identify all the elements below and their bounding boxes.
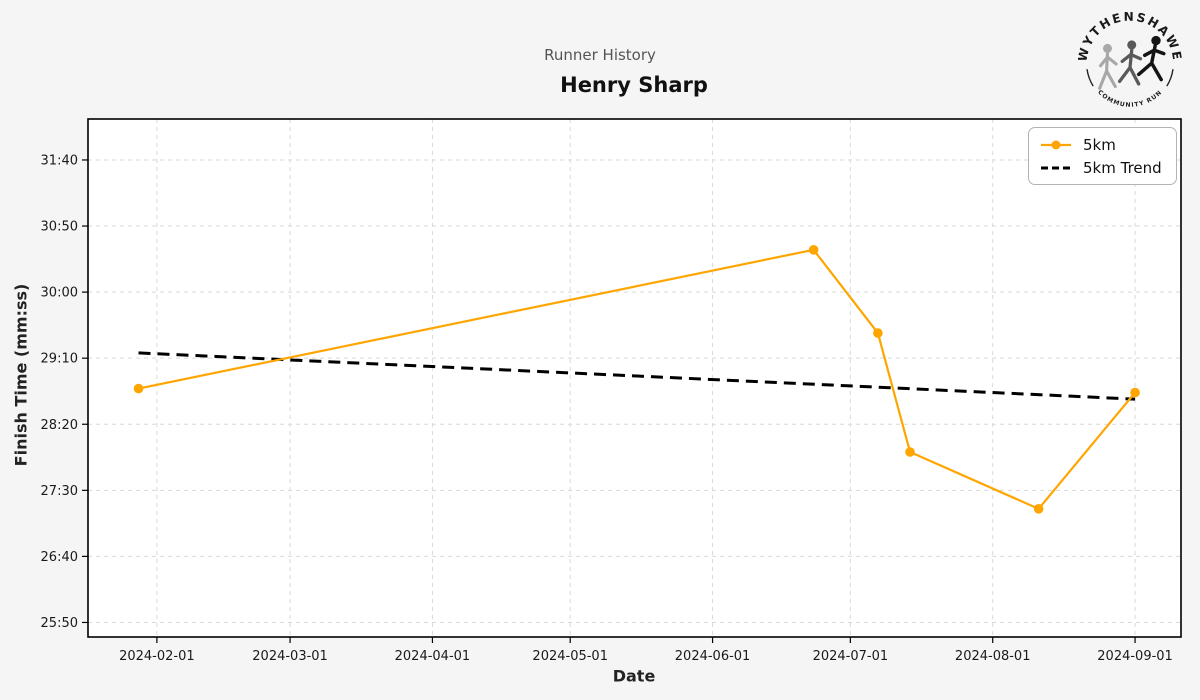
series-line-5km xyxy=(138,248,1136,510)
legend-dashed-line-icon xyxy=(1041,166,1071,169)
data-point-5km xyxy=(1130,387,1140,398)
data-point-5km xyxy=(905,447,915,457)
logo-ring-left xyxy=(1086,69,1094,87)
y-tick-label: 25:50 xyxy=(41,616,78,631)
y-axis-label: Finish Time (mm:ss) xyxy=(11,283,31,467)
x-tick-label: 2024-05-01 xyxy=(532,649,608,664)
club-logo: WYTHENSHAWE COMMUNITY RUN xyxy=(1078,12,1182,109)
y-tick-label: 31:40 xyxy=(41,153,78,168)
y-tick-label: 26:40 xyxy=(41,550,78,565)
y-tick-label: 30:50 xyxy=(41,220,78,235)
runner-middle-icon xyxy=(1117,40,1143,86)
x-tick-label: 2024-07-01 xyxy=(813,649,889,664)
x-tick-label: 2024-04-01 xyxy=(395,649,471,664)
legend-line-marker-icon xyxy=(1041,140,1071,149)
data-point-5km xyxy=(808,245,819,255)
legend-label-5km: 5km xyxy=(1083,135,1116,154)
legend-item-5km: 5km xyxy=(1039,136,1166,154)
legend-item-5km-trend: 5km Trend xyxy=(1039,159,1166,177)
x-tick-label: 2024-09-01 xyxy=(1097,649,1173,664)
plot-area xyxy=(88,119,1181,637)
runner-left-icon xyxy=(1098,43,1118,90)
x-tick-label: 2024-06-01 xyxy=(675,649,751,664)
y-tick-label: 27:30 xyxy=(41,484,78,499)
legend: 5km 5km Trend xyxy=(1028,127,1177,185)
plot-border xyxy=(87,118,1182,638)
series-line-5km-trend xyxy=(138,351,1136,401)
chart-suptitle: Runner History xyxy=(544,46,656,64)
runner-name-title: Henry Sharp xyxy=(560,73,708,97)
y-tick-label: 28:20 xyxy=(41,418,78,433)
x-tick-label: 2024-02-01 xyxy=(119,649,195,664)
data-point-5km xyxy=(133,383,144,394)
x-axis-label: Date xyxy=(612,666,656,686)
legend-label-5km-trend: 5km Trend xyxy=(1083,158,1162,177)
x-tick-label: 2024-03-01 xyxy=(252,649,328,664)
x-tick-label: 2024-08-01 xyxy=(955,649,1031,664)
data-point-5km xyxy=(873,328,883,338)
y-tick-label: 29:10 xyxy=(41,352,78,367)
runner-icon xyxy=(1098,35,1166,90)
runner-right-icon xyxy=(1136,35,1166,82)
logo-ring-right xyxy=(1166,69,1174,87)
y-tick-label: 30:00 xyxy=(41,286,78,301)
data-point-5km xyxy=(1033,504,1044,514)
